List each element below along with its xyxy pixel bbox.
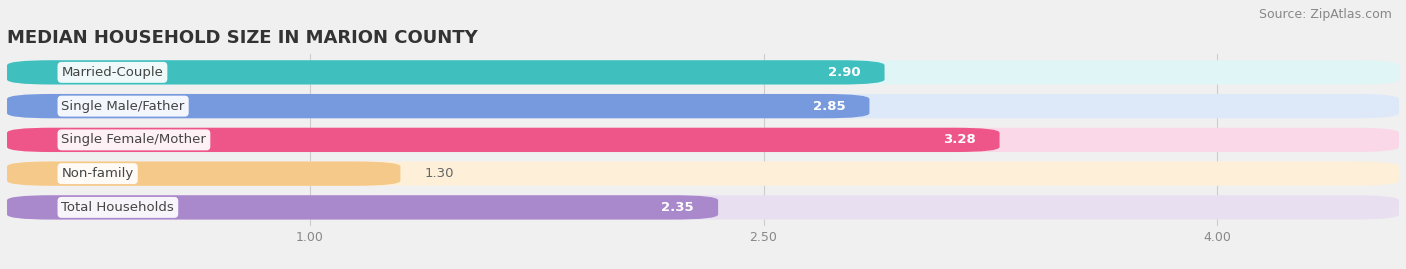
Text: Total Households: Total Households bbox=[62, 201, 174, 214]
FancyBboxPatch shape bbox=[7, 161, 1399, 186]
Text: 3.28: 3.28 bbox=[942, 133, 976, 146]
FancyBboxPatch shape bbox=[7, 195, 1399, 220]
Text: Single Female/Mother: Single Female/Mother bbox=[62, 133, 207, 146]
FancyBboxPatch shape bbox=[7, 195, 718, 220]
Text: Non-family: Non-family bbox=[62, 167, 134, 180]
Text: 2.90: 2.90 bbox=[828, 66, 860, 79]
FancyBboxPatch shape bbox=[7, 161, 401, 186]
FancyBboxPatch shape bbox=[7, 94, 1399, 118]
FancyBboxPatch shape bbox=[7, 128, 1399, 152]
FancyBboxPatch shape bbox=[7, 60, 884, 84]
Text: 2.85: 2.85 bbox=[813, 100, 845, 113]
Text: 2.35: 2.35 bbox=[661, 201, 695, 214]
FancyBboxPatch shape bbox=[7, 94, 869, 118]
FancyBboxPatch shape bbox=[7, 60, 1399, 84]
Text: Source: ZipAtlas.com: Source: ZipAtlas.com bbox=[1258, 8, 1392, 21]
FancyBboxPatch shape bbox=[7, 128, 1000, 152]
Text: Married-Couple: Married-Couple bbox=[62, 66, 163, 79]
Text: Single Male/Father: Single Male/Father bbox=[62, 100, 184, 113]
Text: 1.30: 1.30 bbox=[425, 167, 454, 180]
Text: MEDIAN HOUSEHOLD SIZE IN MARION COUNTY: MEDIAN HOUSEHOLD SIZE IN MARION COUNTY bbox=[7, 29, 478, 47]
